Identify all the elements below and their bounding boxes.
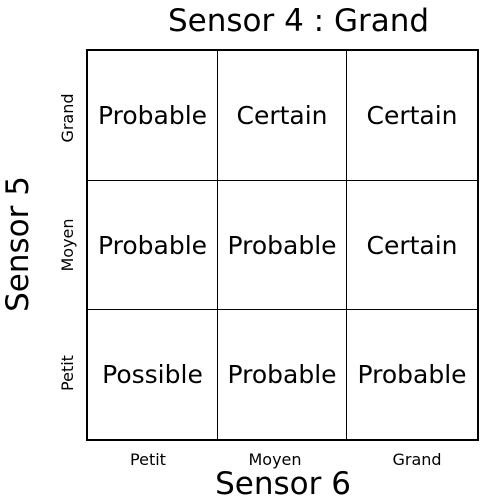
row-label-moyen: Moyen: [58, 218, 77, 272]
matrix-cell: Probable: [218, 310, 347, 439]
matrix-cell: Probable: [218, 181, 347, 310]
matrix-cell: Certain: [347, 181, 477, 310]
col-label-petit: Petit: [130, 450, 166, 469]
col-label-grand: Grand: [392, 450, 442, 469]
row-label-petit: Petit: [58, 355, 77, 391]
matrix-cell: Certain: [218, 51, 347, 181]
decision-matrix: Probable Certain Certain Probable Probab…: [86, 49, 479, 441]
matrix-cell: Probable: [88, 51, 218, 181]
matrix-cell: Certain: [347, 51, 477, 181]
y-axis-title: Sensor 5: [0, 176, 36, 312]
matrix-cell: Probable: [88, 181, 218, 310]
diagram-title: Sensor 4 : Grand: [167, 3, 430, 39]
col-label-moyen: Moyen: [248, 450, 302, 469]
row-label-grand: Grand: [58, 93, 77, 143]
matrix-cell: Possible: [88, 310, 218, 439]
matrix-cell: Probable: [357, 360, 467, 389]
x-axis-title: Sensor 6: [215, 466, 351, 502]
